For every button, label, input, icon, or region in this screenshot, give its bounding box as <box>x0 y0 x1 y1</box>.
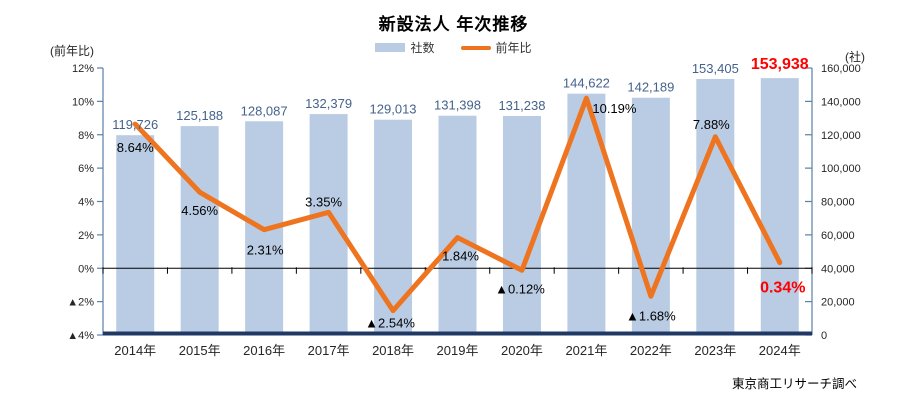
year-axis-label: 2015年 <box>179 343 221 358</box>
pct-value-label: ▲2.54% <box>365 316 415 331</box>
pct-value-label: 8.64% <box>117 140 154 155</box>
year-axis-label: 2022年 <box>630 343 672 358</box>
chart-title: 新設法人 年次推移 <box>378 15 529 34</box>
year-axis-label: 2020年 <box>501 343 543 358</box>
left-axis-tick-label: 8% <box>78 130 94 142</box>
bar-value-label: 132,379 <box>305 96 352 111</box>
left-axis-tick-label: ▲4% <box>67 330 94 342</box>
bar-2024年 <box>760 78 799 335</box>
yoy-line <box>132 95 783 314</box>
right-axis-tick-label: 60,000 <box>821 230 855 242</box>
year-axis-label: 2018年 <box>372 343 414 358</box>
source-note: 東京商工リサーチ調べ <box>731 377 857 391</box>
bar-2023年 <box>696 79 735 336</box>
year-axis-label: 2014年 <box>114 343 156 358</box>
bar-value-label: 131,398 <box>434 98 481 113</box>
bar-value-label: 153,938 <box>751 56 809 73</box>
year-axis-label: 2019年 <box>437 343 479 358</box>
pct-value-label: 3.35% <box>305 194 342 209</box>
right-axis-tick-label: 40,000 <box>821 263 855 275</box>
left-axis-tick-label: 4% <box>78 197 94 209</box>
left-axis-unit-label: (前年比) <box>50 44 94 58</box>
bar-2017年 <box>309 114 348 335</box>
pct-value-label: 2.31% <box>247 243 284 258</box>
pct-value-label: 4.56% <box>181 203 218 218</box>
right-axis-tick-label: 160,000 <box>821 63 861 75</box>
legend-item-bar: 社数 <box>375 39 435 56</box>
pct-value-label: 10.19% <box>592 101 637 116</box>
bar-value-label: 142,189 <box>627 80 674 95</box>
right-axis-tick-label: 80,000 <box>821 197 855 209</box>
left-axis-tick-label: 10% <box>72 96 94 108</box>
right-axis-tick-label: 0 <box>821 330 827 342</box>
year-axis-label: 2017年 <box>308 343 350 358</box>
year-axis-label: 2023年 <box>694 343 736 358</box>
year-axis-label: 2016年 <box>243 343 285 358</box>
pct-value-label: ▲1.68% <box>626 308 676 323</box>
bar-2020年 <box>502 115 541 336</box>
left-axis-tick-label: 0% <box>78 263 94 275</box>
right-axis-unit-label: (社) <box>845 50 865 64</box>
bar-value-label: 119,726 <box>112 117 158 132</box>
bar-value-label: 144,622 <box>563 76 610 91</box>
bar-value-label: 131,238 <box>498 98 545 113</box>
bar-2019年 <box>438 115 477 335</box>
left-axis-tick-label: 12% <box>72 63 94 75</box>
bar-value-label: 128,087 <box>241 103 288 118</box>
bar-2015年 <box>180 126 219 335</box>
pct-value-label: ▲0.12% <box>495 281 545 296</box>
right-axis-tick-label: 120,000 <box>821 130 861 142</box>
bar-2022年 <box>631 97 670 335</box>
bar-value-label: 129,013 <box>370 102 417 117</box>
pct-value-label: 1.84% <box>442 249 479 264</box>
line-swatch-icon <box>460 45 491 50</box>
left-axis-tick-label: ▲2% <box>67 297 94 309</box>
bar-swatch-icon <box>375 43 406 52</box>
bar-2018年 <box>374 119 413 335</box>
bar-value-label: 125,188 <box>176 108 223 123</box>
bar-2014年 <box>116 135 155 335</box>
right-axis-tick-label: 20,000 <box>821 297 855 309</box>
left-axis-tick-label: 6% <box>78 163 94 175</box>
legend: 社数 前年比 <box>0 39 907 56</box>
bar-value-label: 153,405 <box>692 61 739 76</box>
legend-item-line: 前年比 <box>460 39 532 56</box>
year-axis-label: 2024年 <box>759 343 801 358</box>
right-axis-tick-label: 100,000 <box>821 163 861 175</box>
pct-value-label: 7.88% <box>693 117 730 132</box>
legend-line-label: 前年比 <box>495 41 532 55</box>
legend-bar-label: 社数 <box>410 41 435 55</box>
year-axis-label: 2021年 <box>565 343 607 358</box>
right-axis-tick-label: 140,000 <box>821 96 861 108</box>
pct-value-label: 0.34% <box>760 280 805 297</box>
left-axis-tick-label: 2% <box>78 230 94 242</box>
